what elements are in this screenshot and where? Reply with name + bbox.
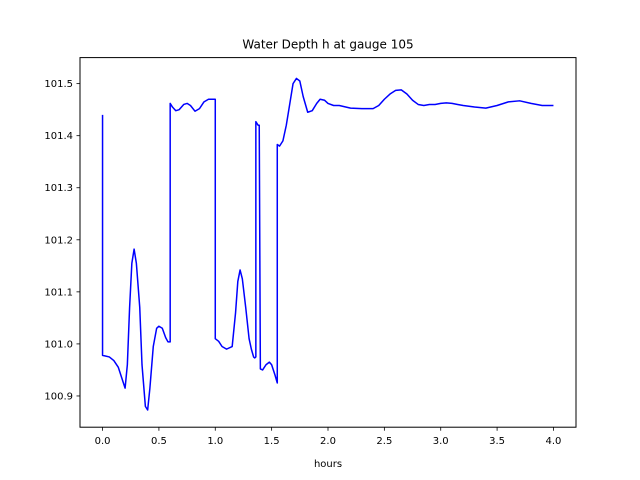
y-tick-label: 101.1	[44, 287, 73, 298]
y-tick-label: 101.3	[44, 183, 73, 194]
x-tick-label: 2.5	[376, 436, 392, 447]
x-tick-label: 1.0	[207, 436, 223, 447]
y-tick-label: 101.2	[44, 235, 73, 246]
series-layer	[101, 77, 554, 411]
x-axis-ticks: 0.0 0.5 1.0 1.5 2.0 2.5 3.0 3.5 4.0	[95, 427, 562, 447]
x-tick-label: 0.5	[151, 436, 167, 447]
y-tick-label: 100.9	[44, 391, 73, 402]
y-axis-ticks: 100.9 101.0 101.1 101.2 101.3 101.4 101.5	[44, 79, 80, 402]
x-axis-label: hours	[314, 459, 342, 470]
y-tick-label: 101.0	[44, 339, 73, 350]
y-tick-label: 101.4	[44, 131, 73, 142]
x-tick-label: 3.5	[489, 436, 505, 447]
y-tick-label: 101.5	[44, 79, 73, 90]
x-tick-label: 1.5	[264, 436, 280, 447]
x-tick-label: 3.0	[433, 436, 449, 447]
x-tick-label: 0.0	[95, 436, 111, 447]
axes-frame	[79, 57, 577, 428]
x-tick-label: 4.0	[546, 436, 562, 447]
x-tick-label: 2.0	[320, 436, 336, 447]
chart-title: Water Depth h at gauge 105	[242, 38, 413, 52]
series-line	[101, 77, 554, 411]
